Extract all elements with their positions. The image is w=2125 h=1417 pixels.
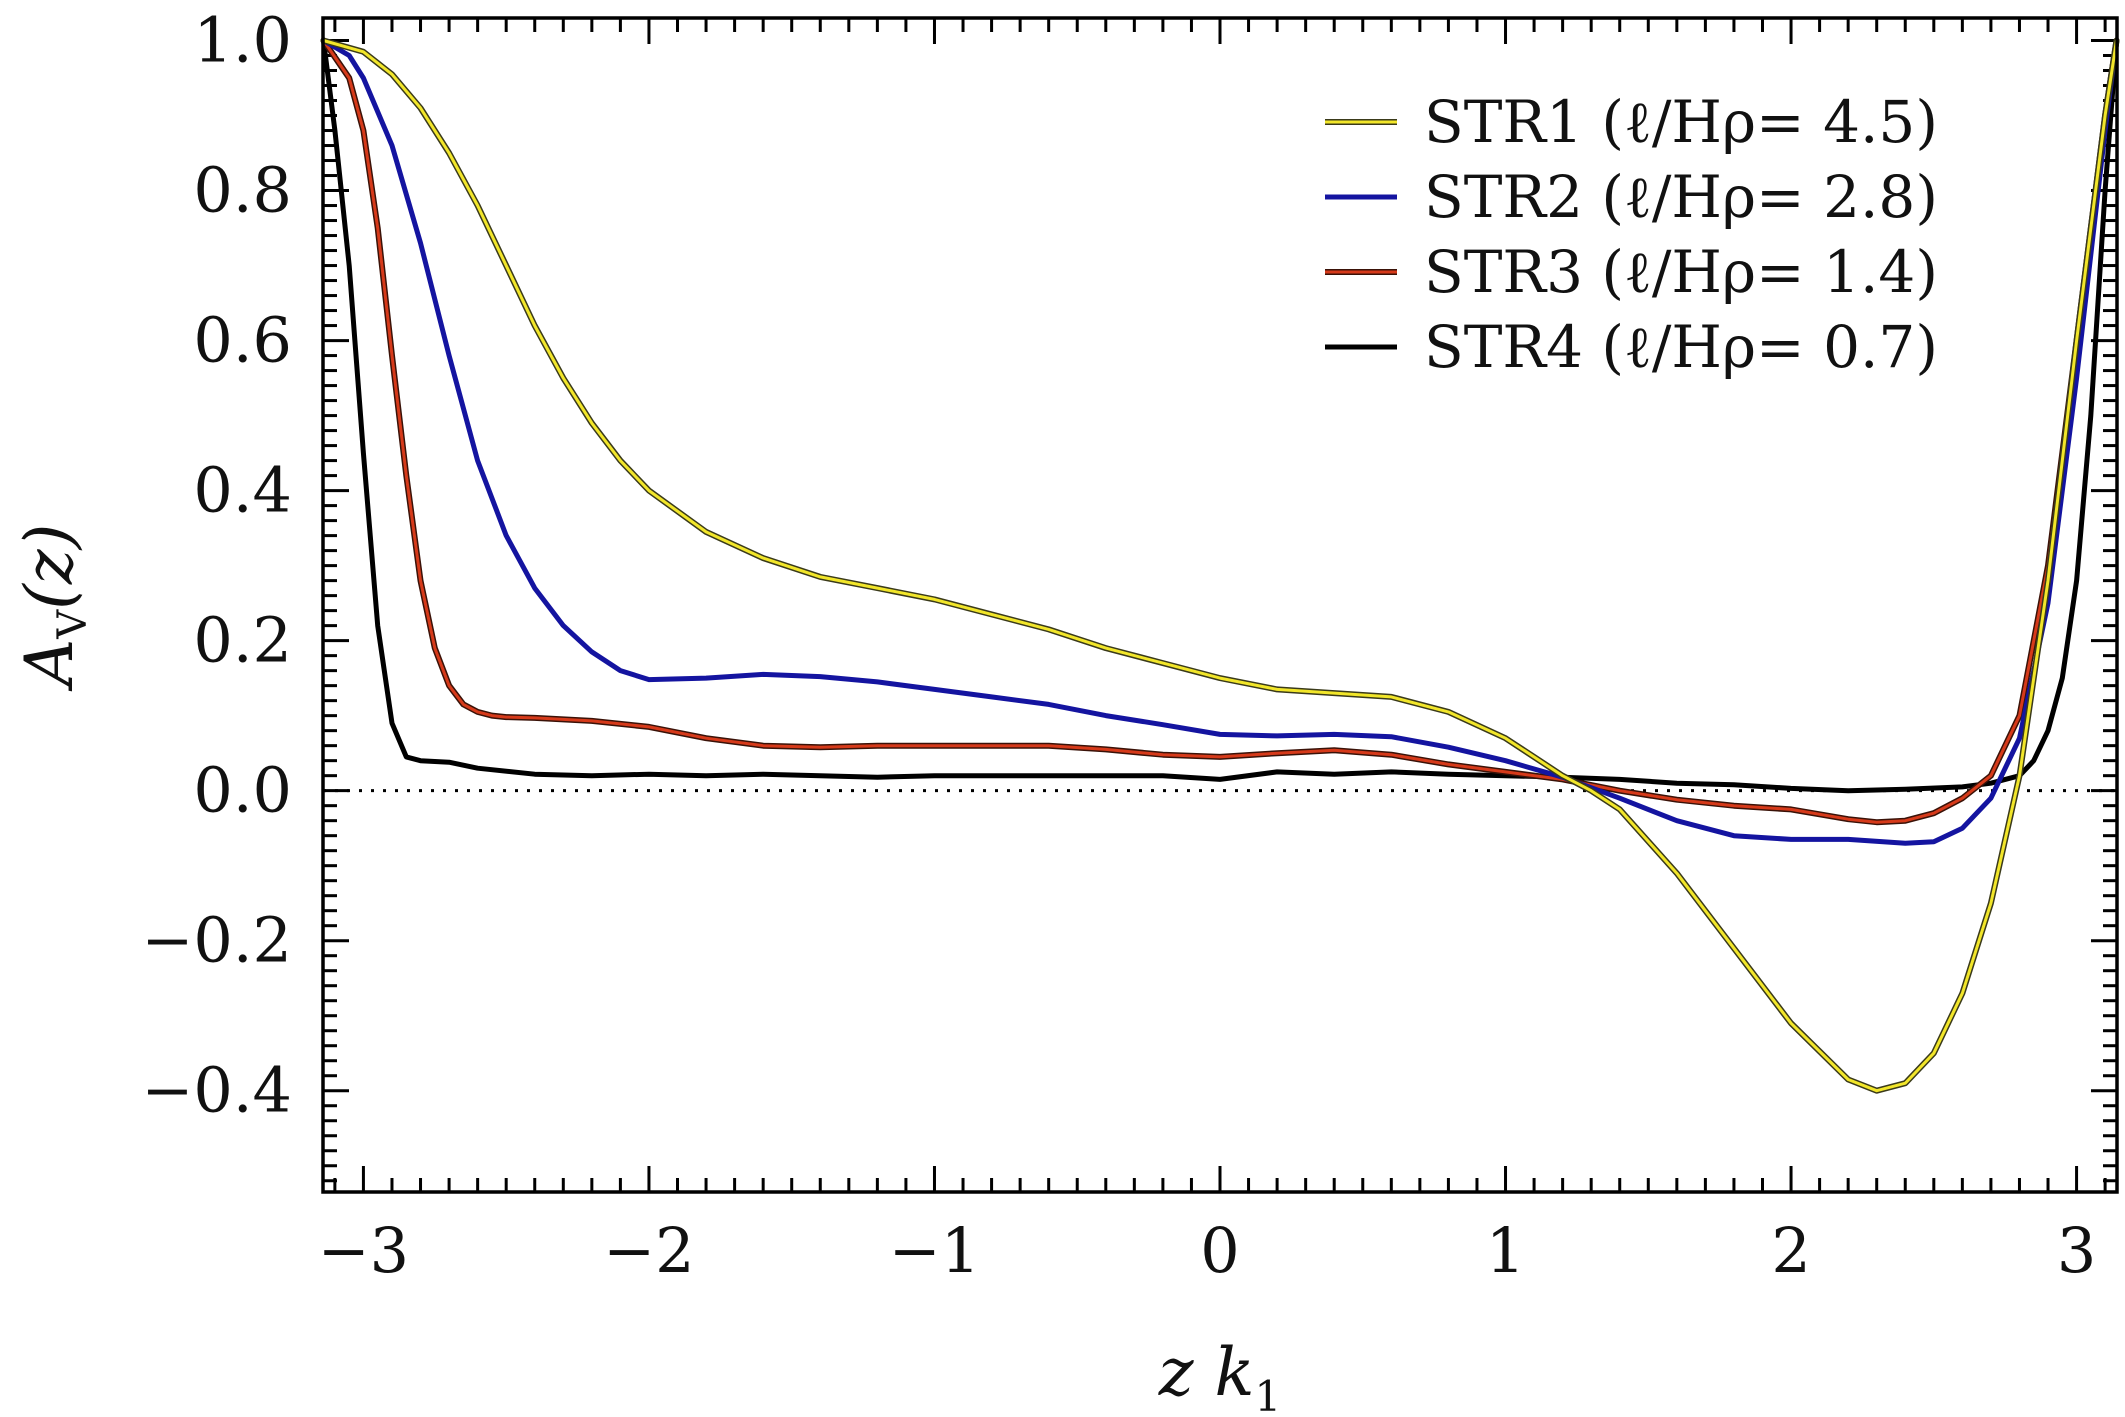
y-tick-labels: 1.0 0.8 0.6 0.4 0.2 0.0 −0.2 −0.4 [141,4,292,1127]
x-tick-label: 1 [1486,1214,1525,1287]
y-axis-title-main: A [11,639,88,693]
y-tick-label: 1.0 [193,4,292,77]
y-tick-label: 0.8 [193,154,292,227]
x-tick-label: −3 [318,1214,409,1287]
x-axis-title-sub: 1 [1255,1372,1282,1417]
series-str3 [320,37,2120,826]
series-line [322,39,2118,824]
legend-item-str1: STR1 (ℓ/Hρ= 4.5) [1325,88,1938,156]
x-tick-label: −2 [603,1214,694,1287]
legend-item-str4: STR4 (ℓ/Hρ= 0.7) [1325,313,1938,381]
series-str4 [321,38,2119,794]
series-line [321,38,2119,846]
legend-label: STR3 (ℓ/Hρ= 1.4) [1424,238,1938,306]
plot-frame [321,16,2119,1194]
series-layer [320,37,2120,1094]
series-line [321,38,2119,794]
legend-label: STR2 (ℓ/Hρ= 2.8) [1424,163,1938,231]
y-tick-label: 0.2 [193,604,292,677]
legend-label: STR4 (ℓ/Hρ= 0.7) [1424,313,1938,381]
x-axis-title-main: z k [1158,1334,1255,1411]
y-axis-title: AV(z) [11,524,96,693]
y-tick-label: 0.0 [193,754,292,827]
y-tick-label: −0.2 [141,904,292,977]
x-tick-label: 2 [1771,1214,1810,1287]
y-axis-title-tail: (z) [11,524,88,610]
x-axis-title: z k1 [1158,1334,1281,1417]
legend-item-str2: STR2 (ℓ/Hρ= 2.8) [1325,163,1938,231]
x-tick-label: 0 [1200,1214,1239,1287]
y-axis-title-sub: V [50,609,96,640]
legend: STR1 (ℓ/Hρ= 4.5) STR2 (ℓ/Hρ= 2.8) STR3 (ℓ/… [1325,88,1938,381]
legend-label: STR1 (ℓ/Hρ= 4.5) [1424,88,1938,156]
y-tick-label: 0.6 [193,304,292,377]
series-line [322,39,2118,1093]
x-tick-label: 3 [2057,1214,2096,1287]
series-str2 [321,38,2119,846]
y-tick-label: −0.4 [141,1054,292,1127]
y-tick-label: 0.4 [193,454,292,527]
x-tick-labels: −3 −2 −1 0 1 2 3 [318,1214,2097,1287]
series-str1 [320,37,2120,1094]
legend-item-str3: STR3 (ℓ/Hρ= 1.4) [1325,238,1938,306]
x-tick-label: −1 [889,1214,980,1287]
